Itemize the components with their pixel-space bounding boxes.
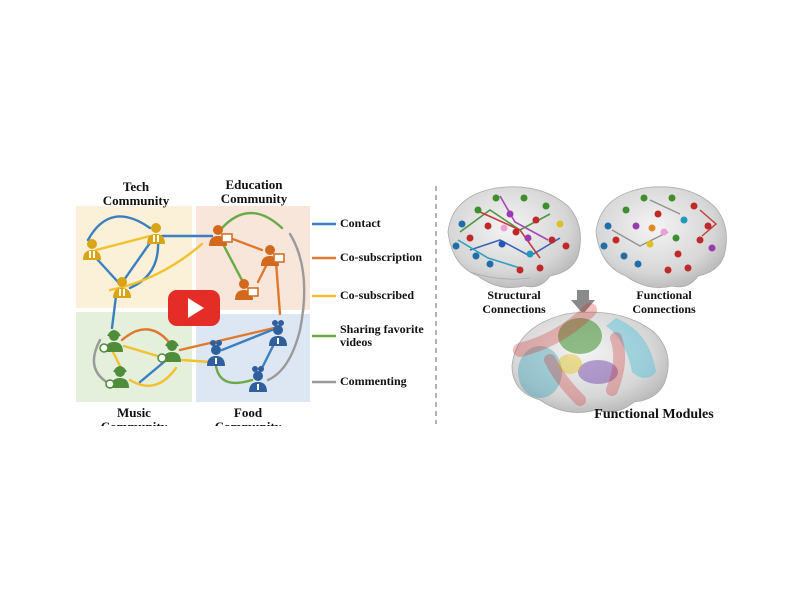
edge-contact (122, 238, 154, 282)
down-arrow-icon (571, 290, 595, 314)
tech-community-label: Tech Community (102, 179, 170, 208)
edge-co-subscribed (122, 344, 166, 360)
music-community-label: Music Community (101, 406, 167, 426)
edge-co-subscribed (108, 242, 204, 292)
edge-commenting (266, 232, 306, 382)
legend-label-commenting: Commenting (340, 374, 407, 388)
edge-co-subscription (178, 326, 276, 352)
legend-label-contact: Contact (340, 216, 381, 230)
presenter-icon (261, 245, 285, 266)
headphones-user-icon (157, 340, 181, 363)
edge-sharing (222, 244, 246, 286)
edge-co-subscribed (180, 358, 212, 364)
network-edges (86, 211, 306, 388)
edge-contact (110, 294, 118, 330)
headphones-user-icon (99, 330, 123, 353)
edge-co-subscription (120, 328, 174, 348)
edge-contact (94, 256, 120, 284)
edge-co-subscription (228, 236, 264, 252)
edge-co-subscribed (128, 366, 178, 388)
play-button-icon[interactable] (168, 290, 220, 326)
functional-modules-brain-image (511, 303, 669, 413)
presenter-icon (209, 225, 233, 246)
chef-icon (269, 320, 287, 346)
legend-label-sharing: Sharing favorite videos (340, 322, 424, 349)
structural-connections-label: Structural Connections (482, 288, 546, 316)
edge-co-subscribed (94, 234, 152, 252)
chef-icon (207, 340, 225, 366)
edge-contact (86, 215, 152, 242)
teacher-icon (113, 277, 131, 298)
structural-brain-image (447, 186, 581, 289)
legend-lines (312, 222, 336, 384)
teacher-icon (83, 239, 101, 260)
edge-sharing (220, 211, 284, 230)
edge-contact (220, 328, 274, 352)
teacher-icon (147, 223, 165, 244)
food-community-label: Food Community (215, 406, 281, 426)
functional-modules-label: Functional Modules (594, 407, 714, 422)
presenter-icon (235, 279, 259, 300)
functional-connections-label: Functional Connections (632, 288, 696, 316)
headphones-user-icon (105, 366, 129, 389)
edge-contact (128, 238, 160, 290)
edge-contact (138, 360, 166, 384)
legend-label-co-subscription: Co-subscription (340, 250, 423, 264)
edge-sharing (214, 364, 254, 385)
functional-brain-image (595, 186, 727, 289)
education-community-label: Education Community (220, 177, 288, 206)
legend-label-co-subscribed: Co-subscribed (340, 288, 415, 302)
edge-co-subscription (274, 260, 282, 316)
chef-icon (249, 366, 267, 392)
